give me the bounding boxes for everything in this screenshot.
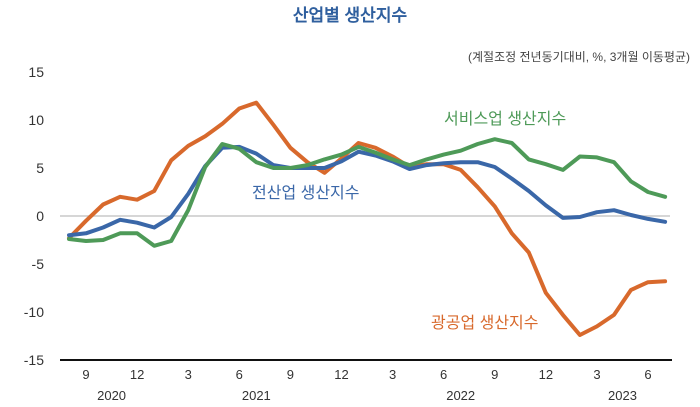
x-axis: 9 12 3 6 9 12 3 6 9 12 3 6 2020 2021 2022 2023 <box>82 367 651 403</box>
year-label: 2023 <box>608 388 637 403</box>
annotation-all-industry: 전산업 생산지수 <box>252 184 360 202</box>
y-tick-label: 10 <box>28 112 44 128</box>
annotation-mining-manufacturing: 광공업 생산지수 <box>431 314 539 332</box>
series-line-2 <box>67 137 668 248</box>
x-tick-label: 3 <box>185 367 192 382</box>
x-tick-label: 12 <box>334 367 348 382</box>
y-tick-label: -10 <box>24 304 44 320</box>
x-tick-label: 9 <box>491 367 498 382</box>
chart-title: 산업별 생산지수 <box>293 6 408 25</box>
series-line-0 <box>67 100 668 337</box>
x-tick-label: 3 <box>593 367 600 382</box>
x-tick-label: 6 <box>440 367 447 382</box>
year-label: 2020 <box>97 388 126 403</box>
x-tick-label: 6 <box>644 367 651 382</box>
y-tick-label: 5 <box>36 160 44 176</box>
series-line-1 <box>67 144 668 238</box>
x-tick-label: 9 <box>82 367 89 382</box>
x-tick-label: 9 <box>287 367 294 382</box>
year-label: 2021 <box>242 388 271 403</box>
y-tick-label: 15 <box>28 64 44 80</box>
x-tick-label: 12 <box>130 367 144 382</box>
series-group <box>67 100 668 337</box>
y-axis: 15 10 5 0 -5 -10 -15 <box>24 64 44 368</box>
x-tick-label: 3 <box>389 367 396 382</box>
y-tick-label: -5 <box>32 256 45 272</box>
y-tick-label: -15 <box>24 352 44 368</box>
x-tick-label: 12 <box>539 367 553 382</box>
x-tick-label: 6 <box>236 367 243 382</box>
year-label: 2022 <box>446 388 475 403</box>
y-tick-label: 0 <box>36 208 44 224</box>
annotation-services: 서비스업 생산지수 <box>444 110 566 128</box>
chart-subtitle: (계절조정 전년동기대비, %, 3개월 이동평균) <box>468 50 690 64</box>
